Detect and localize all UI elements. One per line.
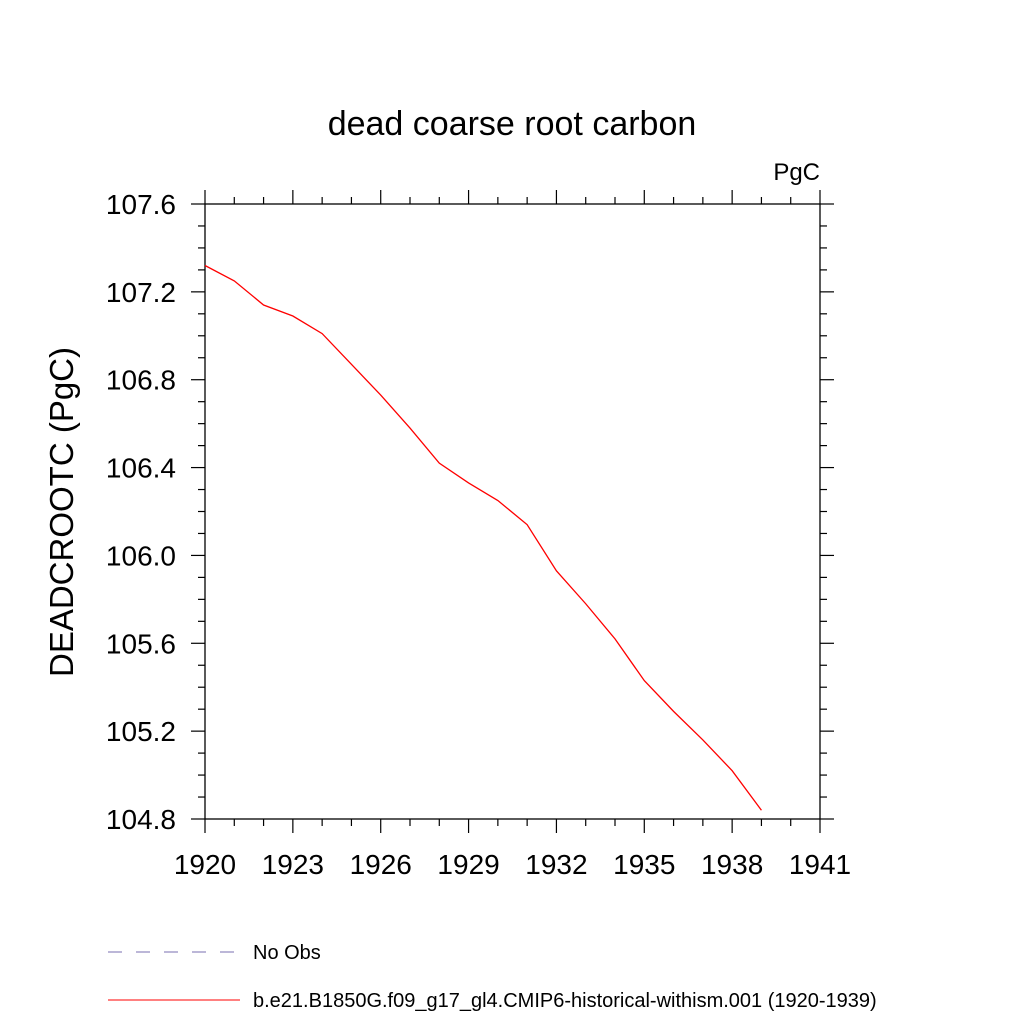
data-point <box>321 332 324 335</box>
series-line <box>204 264 762 811</box>
x-tick-label: 1938 <box>701 849 763 880</box>
units-label: PgC <box>773 159 820 186</box>
data-point <box>379 394 382 397</box>
data-point <box>731 769 734 772</box>
data-point <box>291 315 294 318</box>
x-tick-label: 1920 <box>174 849 236 880</box>
y-axis-label: DEADCROOTC (PgC) <box>43 347 80 677</box>
chart-title: dead coarse root carbon <box>328 105 697 143</box>
data-point <box>760 809 763 812</box>
legend: No Obs b.e21.B1850G.f09_g17_gl4.CMIP6-his… <box>108 942 877 1012</box>
y-tick-label: 107.2 <box>106 277 176 308</box>
x-tick-label: 1935 <box>613 849 675 880</box>
data-point <box>496 499 499 502</box>
plot-frame <box>204 203 821 820</box>
y-tick-label: 106.0 <box>106 540 176 571</box>
data-point <box>672 710 675 713</box>
data-point <box>438 462 441 465</box>
y-tick-label: 105.6 <box>106 628 176 659</box>
data-point <box>584 602 587 605</box>
x-tick-label: 1932 <box>525 849 587 880</box>
data-point <box>262 304 265 307</box>
data-point <box>350 363 353 366</box>
data-point <box>555 569 558 572</box>
y-tick-label: 105.2 <box>106 716 176 747</box>
data-point <box>233 279 236 282</box>
x-tick-label: 1926 <box>350 849 412 880</box>
data-point <box>614 637 617 640</box>
y-tick-label: 106.8 <box>106 365 176 396</box>
data-point <box>643 679 646 682</box>
x-tick-label: 1941 <box>789 849 851 880</box>
series-layer <box>204 264 763 812</box>
legend-label: b.e21.B1850G.f09_g17_gl4.CMIP6-historica… <box>253 990 877 1012</box>
data-point <box>409 427 412 430</box>
x-tick-label: 1923 <box>262 849 324 880</box>
data-point <box>526 523 529 526</box>
legend-label: No Obs <box>253 942 321 964</box>
y-tick-label: 106.4 <box>106 453 176 484</box>
axis-ticks: 1920 1923 1926 1929 1932 1935 1938 1941 104.8 105… <box>106 189 851 880</box>
data-point <box>701 738 704 741</box>
data-point <box>467 481 470 484</box>
y-tick-label: 104.8 <box>106 804 176 835</box>
data-point <box>204 264 207 267</box>
y-tick-label: 107.6 <box>106 189 176 220</box>
x-tick-label: 1929 <box>437 849 499 880</box>
